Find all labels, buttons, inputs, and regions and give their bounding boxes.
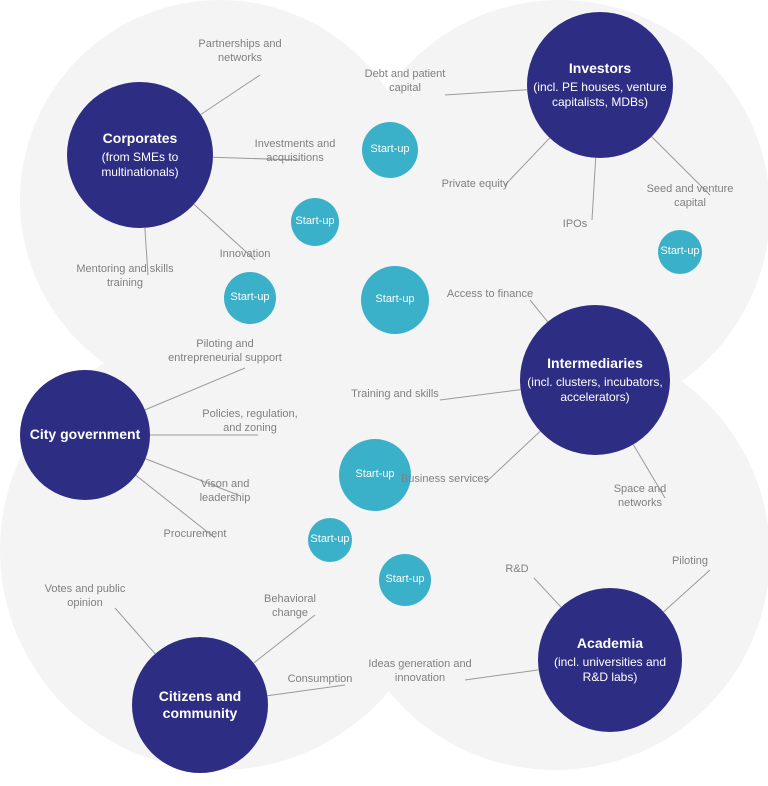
major-node-subtitle: (incl. clusters, incubators, accelerator… — [526, 375, 664, 405]
major-node-subtitle: (incl. universities and R&D labs) — [544, 655, 676, 685]
major-node-title: Academia — [577, 635, 643, 653]
major-node-subtitle: (from SMEs to multinationals) — [73, 150, 207, 180]
startup-node-label: Start-up — [375, 293, 414, 307]
major-node-investors: Investors (incl. PE houses, venture capit… — [527, 12, 673, 158]
major-node-title: Citizens and community — [138, 688, 262, 723]
startup-node: Start-up — [339, 439, 411, 511]
ecosystem-diagram: Corporates (from SMEs to multinationals) I… — [0, 0, 768, 786]
startup-node: Start-up — [379, 554, 431, 606]
major-node-citizens: Citizens and community — [132, 637, 268, 773]
startup-node-label: Start-up — [660, 245, 699, 259]
startup-node: Start-up — [658, 230, 702, 274]
major-node-title: Corporates — [103, 130, 178, 148]
major-node-title: Intermediaries — [547, 355, 643, 373]
startup-node-label: Start-up — [310, 533, 349, 547]
major-node-citygov: City government — [20, 370, 150, 500]
major-node-subtitle: (incl. PE houses, venture capitalists, M… — [533, 80, 667, 110]
startup-node: Start-up — [361, 266, 429, 334]
startup-node: Start-up — [308, 518, 352, 562]
startup-node-label: Start-up — [385, 573, 424, 587]
startup-node: Start-up — [291, 198, 339, 246]
major-node-corporates: Corporates (from SMEs to multinationals) — [67, 82, 213, 228]
startup-node-label: Start-up — [295, 215, 334, 229]
major-node-title: City government — [30, 426, 140, 444]
startup-node: Start-up — [362, 122, 418, 178]
startup-node-label: Start-up — [355, 468, 394, 482]
major-node-academia: Academia (incl. universities and R&D labs… — [538, 588, 682, 732]
startup-node-label: Start-up — [230, 291, 269, 305]
major-node-title: Investors — [569, 60, 631, 78]
startup-node-label: Start-up — [370, 143, 409, 157]
major-node-intermediaries: Intermediaries (incl. clusters, incubator… — [520, 305, 670, 455]
startup-node: Start-up — [224, 272, 276, 324]
